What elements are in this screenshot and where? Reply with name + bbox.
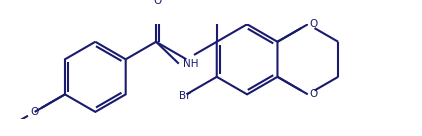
Text: O: O [30, 107, 39, 117]
Text: NH: NH [183, 58, 199, 69]
Text: Br: Br [179, 91, 190, 101]
Text: O: O [309, 19, 317, 29]
Text: O: O [309, 89, 317, 99]
Text: O: O [153, 0, 162, 7]
